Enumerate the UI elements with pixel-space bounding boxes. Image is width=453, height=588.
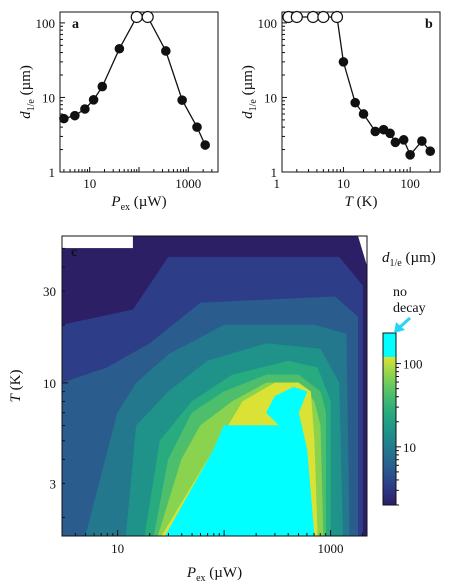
panel-a-data-point-open [130, 10, 143, 24]
panel-a-letter: a [72, 17, 79, 32]
colorbar-title: d1/e (µm) [382, 250, 436, 269]
panel-b-x-tick-label: 100 [400, 176, 420, 191]
panel-a-y-tick-label: 10 [42, 90, 55, 105]
panel-a-data-point [70, 110, 80, 121]
panel-b-y-tick-label: 10 [264, 90, 277, 105]
panel-a-line-chart: 10 1000 1 10 100 Pex (µW) d1/e (µm) [18, 10, 219, 213]
panel-b-data-point-open [317, 10, 330, 24]
panel-a-data-point [177, 95, 187, 105]
no-decay-label-line2: decay [393, 301, 426, 316]
panel-c-x-tick-label: 1000 [318, 541, 344, 556]
panel-b-data-point [370, 126, 381, 137]
panel-b-y-axis-label: d1/e (µm) [240, 65, 259, 119]
panel-a-data-point [200, 140, 210, 150]
panel-b-y-tick-label: 100 [258, 16, 278, 31]
panel-c-x-tick-label: 10 [111, 541, 124, 556]
colorbar-frame [382, 332, 397, 506]
panel-b-data-point-open [330, 10, 344, 24]
panel-b-data-point [385, 128, 395, 139]
panel-a-x-tick-label: 1000 [175, 176, 201, 191]
panel-b-frame [281, 11, 441, 173]
panel-c-y-tick-label: 3 [50, 476, 57, 491]
panel-b-data-point [417, 136, 427, 146]
panel-a-frame [59, 11, 219, 173]
colorbar-no-decay-swatch [383, 333, 396, 357]
panel-c-y-axis-label: T (K) [8, 370, 24, 403]
panel-b-data-point [398, 135, 409, 145]
contour-region [164, 386, 315, 536]
colorbar-tick-label: 100 [403, 357, 423, 372]
colorbar-gradient [383, 357, 396, 505]
panel-a-data-point [161, 46, 171, 56]
panel-b-data-point-open [290, 10, 303, 24]
no-decay-arrow-head [394, 322, 405, 333]
panel-b-data-point [358, 109, 369, 119]
panel-b-line-chart: 1 10 100 1 10 100 T (K) d1/e (µm) [240, 10, 441, 210]
panel-b-series-line [288, 16, 431, 157]
panel-b-data-point [425, 146, 436, 157]
panel-b-data-point [390, 137, 401, 148]
panel-b-letter: b [425, 17, 433, 32]
panel-c-frame [61, 235, 368, 537]
panel-a-y-tick-label: 100 [36, 16, 56, 31]
panel-b-x-tick-label: 10 [337, 176, 350, 191]
panel-a-y-tick-label: 1 [49, 165, 56, 180]
panel-c-x-axis-label: Pex (µW) [186, 565, 242, 584]
panel-b-x-tick-label: 1 [273, 176, 280, 191]
panel-c-heatmap: 10 1000 3 10 30 Pex (µW) T (K) [8, 235, 368, 584]
panel-c-y-tick-label: 10 [43, 376, 56, 391]
panel-a-data-point [192, 122, 202, 132]
panel-b-x-axis-label: T (K) [345, 194, 378, 210]
panel-a-data-point [114, 43, 125, 54]
panel-c-y-tick-label: 30 [43, 284, 56, 299]
panel-a-data-point [59, 113, 69, 124]
panel-a-data-point [97, 81, 108, 92]
panel-b-data-point [338, 57, 349, 67]
panel-a-series-line [63, 16, 206, 146]
panel-c-contours [62, 236, 367, 536]
panel-a-x-tick-label: 10 [83, 176, 96, 191]
panel-c-letter: c [71, 245, 77, 260]
panel-a-x-axis-label: Pex (µW) [110, 194, 166, 213]
panel-b-y-tick-label: 1 [271, 165, 278, 180]
no-decay-label-line1: no [393, 285, 407, 300]
panel-b-data-point [405, 150, 415, 160]
colorbar-tick-label: 10 [403, 440, 416, 455]
panel-a-y-axis-label: d1/e (µm) [18, 65, 37, 119]
panel-a-data-point-open [141, 10, 154, 24]
panel-a-data-point [88, 94, 99, 105]
panel-b-data-point [350, 97, 360, 108]
panel-a-data-point [80, 104, 90, 114]
no-decay-arrow-shaft [398, 316, 412, 329]
panel-b-data-point-open [306, 10, 320, 24]
